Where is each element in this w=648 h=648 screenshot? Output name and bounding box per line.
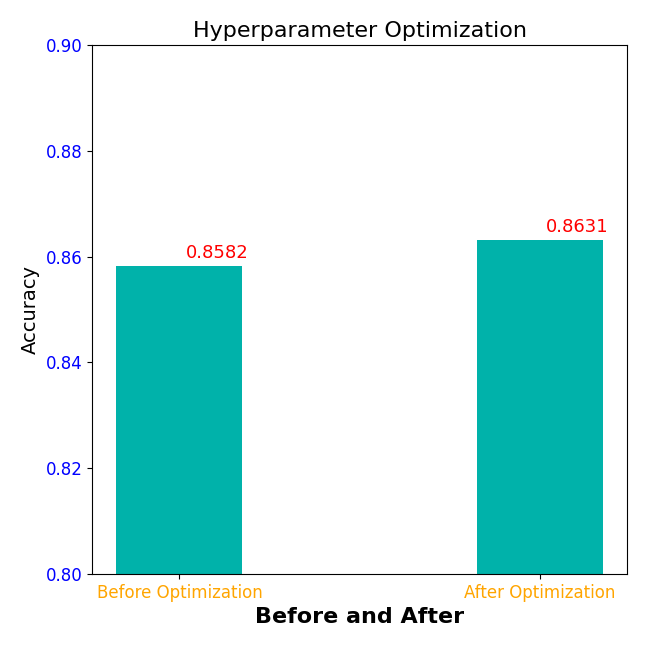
Text: 0.8631: 0.8631: [546, 218, 608, 236]
Title: Hyperparameter Optimization: Hyperparameter Optimization: [192, 21, 527, 41]
X-axis label: Before and After: Before and After: [255, 607, 464, 627]
Text: 0.8582: 0.8582: [186, 244, 248, 262]
Bar: [477, 240, 603, 648]
Bar: [116, 266, 242, 648]
Y-axis label: Accuracy: Accuracy: [21, 265, 40, 354]
